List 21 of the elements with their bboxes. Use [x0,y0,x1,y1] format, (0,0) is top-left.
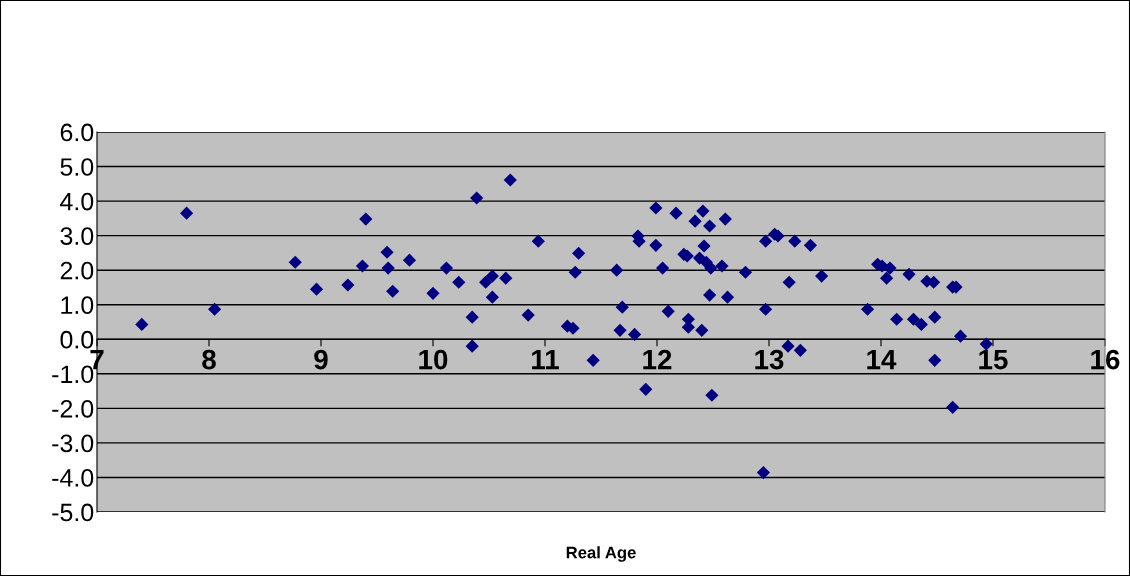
y-tick-label: -2.0 [52,399,94,418]
y-tick-label: 2.0 [60,261,94,280]
y-tick-label: -3.0 [52,434,94,453]
y-tick-label: 0.0 [60,330,94,349]
x-tick-label: 12 [643,349,672,370]
x-tick-label: 10 [419,349,448,370]
x-tick-label: 15 [979,350,1008,370]
x-tick-label: 16 [1091,349,1120,370]
x-tick-label: 11 [532,350,559,370]
x-tick-label: 13 [755,349,784,370]
y-tick-label: 6.0 [60,123,94,142]
y-tick-label: 4.0 [60,192,94,211]
y-tick-label: -5.0 [52,503,94,522]
x-tick-label: 8 [202,349,216,370]
x-tick-label: 9 [314,349,328,370]
x-axis-title: Real Age [566,546,636,562]
y-tick-label: 3.0 [60,227,94,245]
x-tick-label: 14 [867,350,897,370]
y-tick-label: -4.0 [52,469,94,487]
y-tick-label: 1.0 [61,296,94,315]
y-tick-label: 5.0 [60,158,94,176]
